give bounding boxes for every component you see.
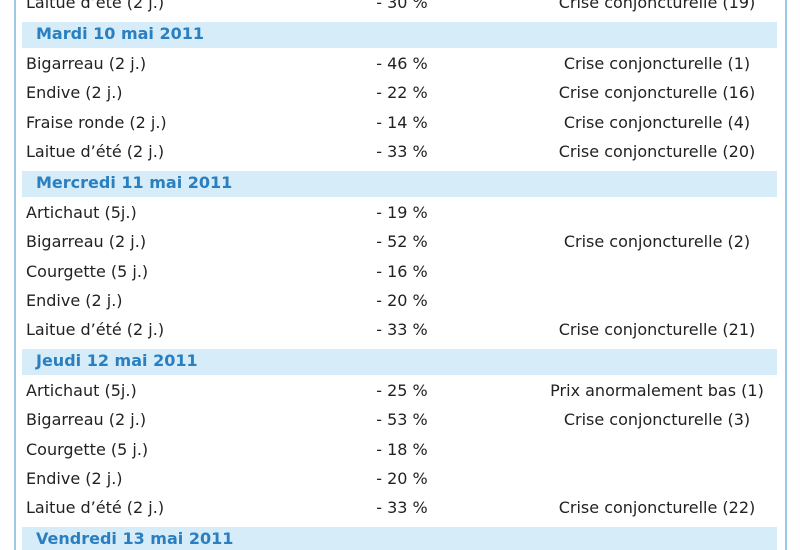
item-name: Bigarreau (2 j.): [26, 232, 147, 252]
item-name: Fraise ronde (2 j.): [26, 112, 167, 132]
status: Crise conjoncturelle (2): [563, 232, 751, 252]
section-band: [22, 527, 777, 550]
status: Prix anormalement bas (1): [550, 381, 764, 401]
status: Crise conjoncturelle (3): [563, 410, 751, 430]
item-name: Endive (2 j.): [26, 290, 123, 310]
status: Crise conjoncturelle (4): [563, 112, 751, 132]
item-name: Endive (2 j.): [26, 83, 123, 103]
item-name: Endive (2 j.): [26, 469, 123, 488]
percent: - 30 %: [376, 0, 428, 12]
status: Crise conjoncturelle (19): [558, 0, 756, 12]
section-band: [22, 170, 777, 197]
percent: - 16 %: [376, 261, 428, 281]
section-band: [22, 349, 777, 376]
status: Crise conjoncturelle (21): [558, 320, 756, 340]
status: Crise conjoncturelle (16): [558, 83, 756, 103]
frame-right: [785, 0, 787, 550]
item-name: Artichaut (5j.): [26, 202, 137, 222]
percent: - 33 %: [376, 141, 428, 161]
section-title: Vendredi 13 mai 2011: [36, 529, 234, 549]
percent: - 19 %: [376, 202, 428, 222]
percent: - 33 %: [376, 320, 428, 340]
section-band: [22, 22, 777, 48]
percent: - 20 %: [376, 469, 428, 488]
percent: - 33 %: [376, 498, 428, 518]
percent: - 18 %: [376, 439, 428, 459]
item-name: Courgette (5 j.): [26, 439, 149, 459]
item-name: Laitue d’été (2 j.): [26, 141, 165, 161]
status: Crise conjoncturelle (1): [563, 54, 751, 73]
item-name: Courgette (5 j.): [26, 261, 149, 281]
item-name: Artichaut (5j.): [26, 381, 137, 401]
percent: - 25 %: [376, 381, 428, 401]
section-title: Jeudi 12 mai 2011: [36, 351, 198, 371]
section-title: Mercredi 11 mai 2011: [36, 172, 233, 192]
percent: - 20 %: [376, 290, 428, 310]
status: Crise conjoncturelle (20): [558, 141, 756, 161]
percent: - 46 %: [376, 54, 428, 73]
status: Crise conjoncturelle (22): [558, 498, 756, 518]
item-name: Laitue d’été (2 j.): [26, 498, 165, 518]
item-name: Laitue d’été (2 j.): [26, 320, 165, 340]
percent: - 22 %: [376, 83, 428, 103]
frame-left: [14, 0, 16, 550]
percent: - 14 %: [376, 112, 428, 132]
percent: - 53 %: [376, 410, 428, 430]
percent: - 52 %: [376, 232, 428, 252]
item-name: Laitue d’été (2 j.): [26, 0, 165, 12]
item-name: Bigarreau (2 j.): [26, 410, 147, 430]
section-title: Mardi 10 mai 2011: [36, 24, 205, 43]
item-name: Bigarreau (2 j.): [26, 54, 147, 73]
